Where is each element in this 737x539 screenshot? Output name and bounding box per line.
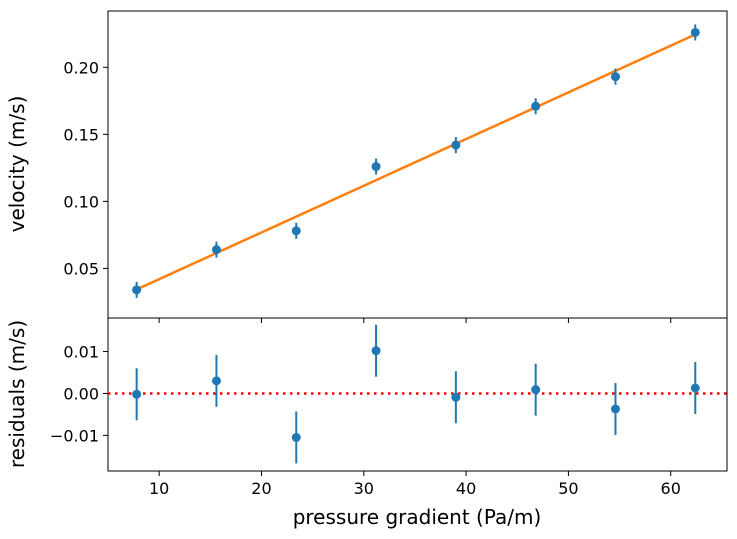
main-data-point: [291, 226, 301, 236]
residuals-data-point: [451, 392, 461, 402]
residuals-data-point: [531, 385, 541, 395]
residuals-x-tick-label: 10: [149, 479, 169, 498]
residuals-x-tick-label: 30: [354, 479, 374, 498]
main-data-point: [610, 72, 620, 82]
residuals-data-point: [291, 432, 301, 442]
residuals-plot-panel: −0.01 0.00 0.01 10 20 30 40 50 60: [50, 317, 728, 498]
main-y-tick-label: 0.20: [63, 58, 99, 77]
main-data-point: [132, 285, 142, 295]
main-y-axis-label: velocity (m/s): [5, 96, 29, 233]
residuals-data-point: [132, 389, 142, 399]
residuals-data-point: [610, 404, 620, 414]
main-axes-frame: [107, 10, 728, 319]
main-data-point: [211, 245, 221, 255]
main-fit-line: [136, 33, 696, 291]
main-y-tick-label: 0.05: [63, 259, 99, 278]
main-data-point: [451, 140, 461, 150]
residuals-data-point: [690, 383, 700, 393]
residuals-x-tick-label: 50: [558, 479, 578, 498]
main-data-point: [371, 162, 381, 172]
residuals-x-tick-label: 60: [661, 479, 681, 498]
residuals-x-tick-label: 40: [456, 479, 476, 498]
residuals-data-point: [211, 376, 221, 386]
residuals-data-point: [371, 346, 381, 356]
main-data-point: [690, 27, 700, 37]
main-y-tick-label: 0.10: [63, 192, 99, 211]
main-y-tick-label: 0.15: [63, 125, 99, 144]
main-data-point: [531, 101, 541, 111]
residuals-x-tick-label: 20: [251, 479, 271, 498]
residuals-y-tick-label: 0.00: [63, 384, 99, 403]
residuals-y-axis-label: residuals (m/s): [5, 320, 29, 468]
residuals-y-tick-label: 0.01: [63, 343, 99, 362]
x-axis-label: pressure gradient (Pa/m): [293, 505, 542, 529]
main-plot-panel: 0.05 0.10 0.15 0.20: [63, 10, 728, 323]
residuals-y-tick-label: −0.01: [50, 426, 99, 445]
